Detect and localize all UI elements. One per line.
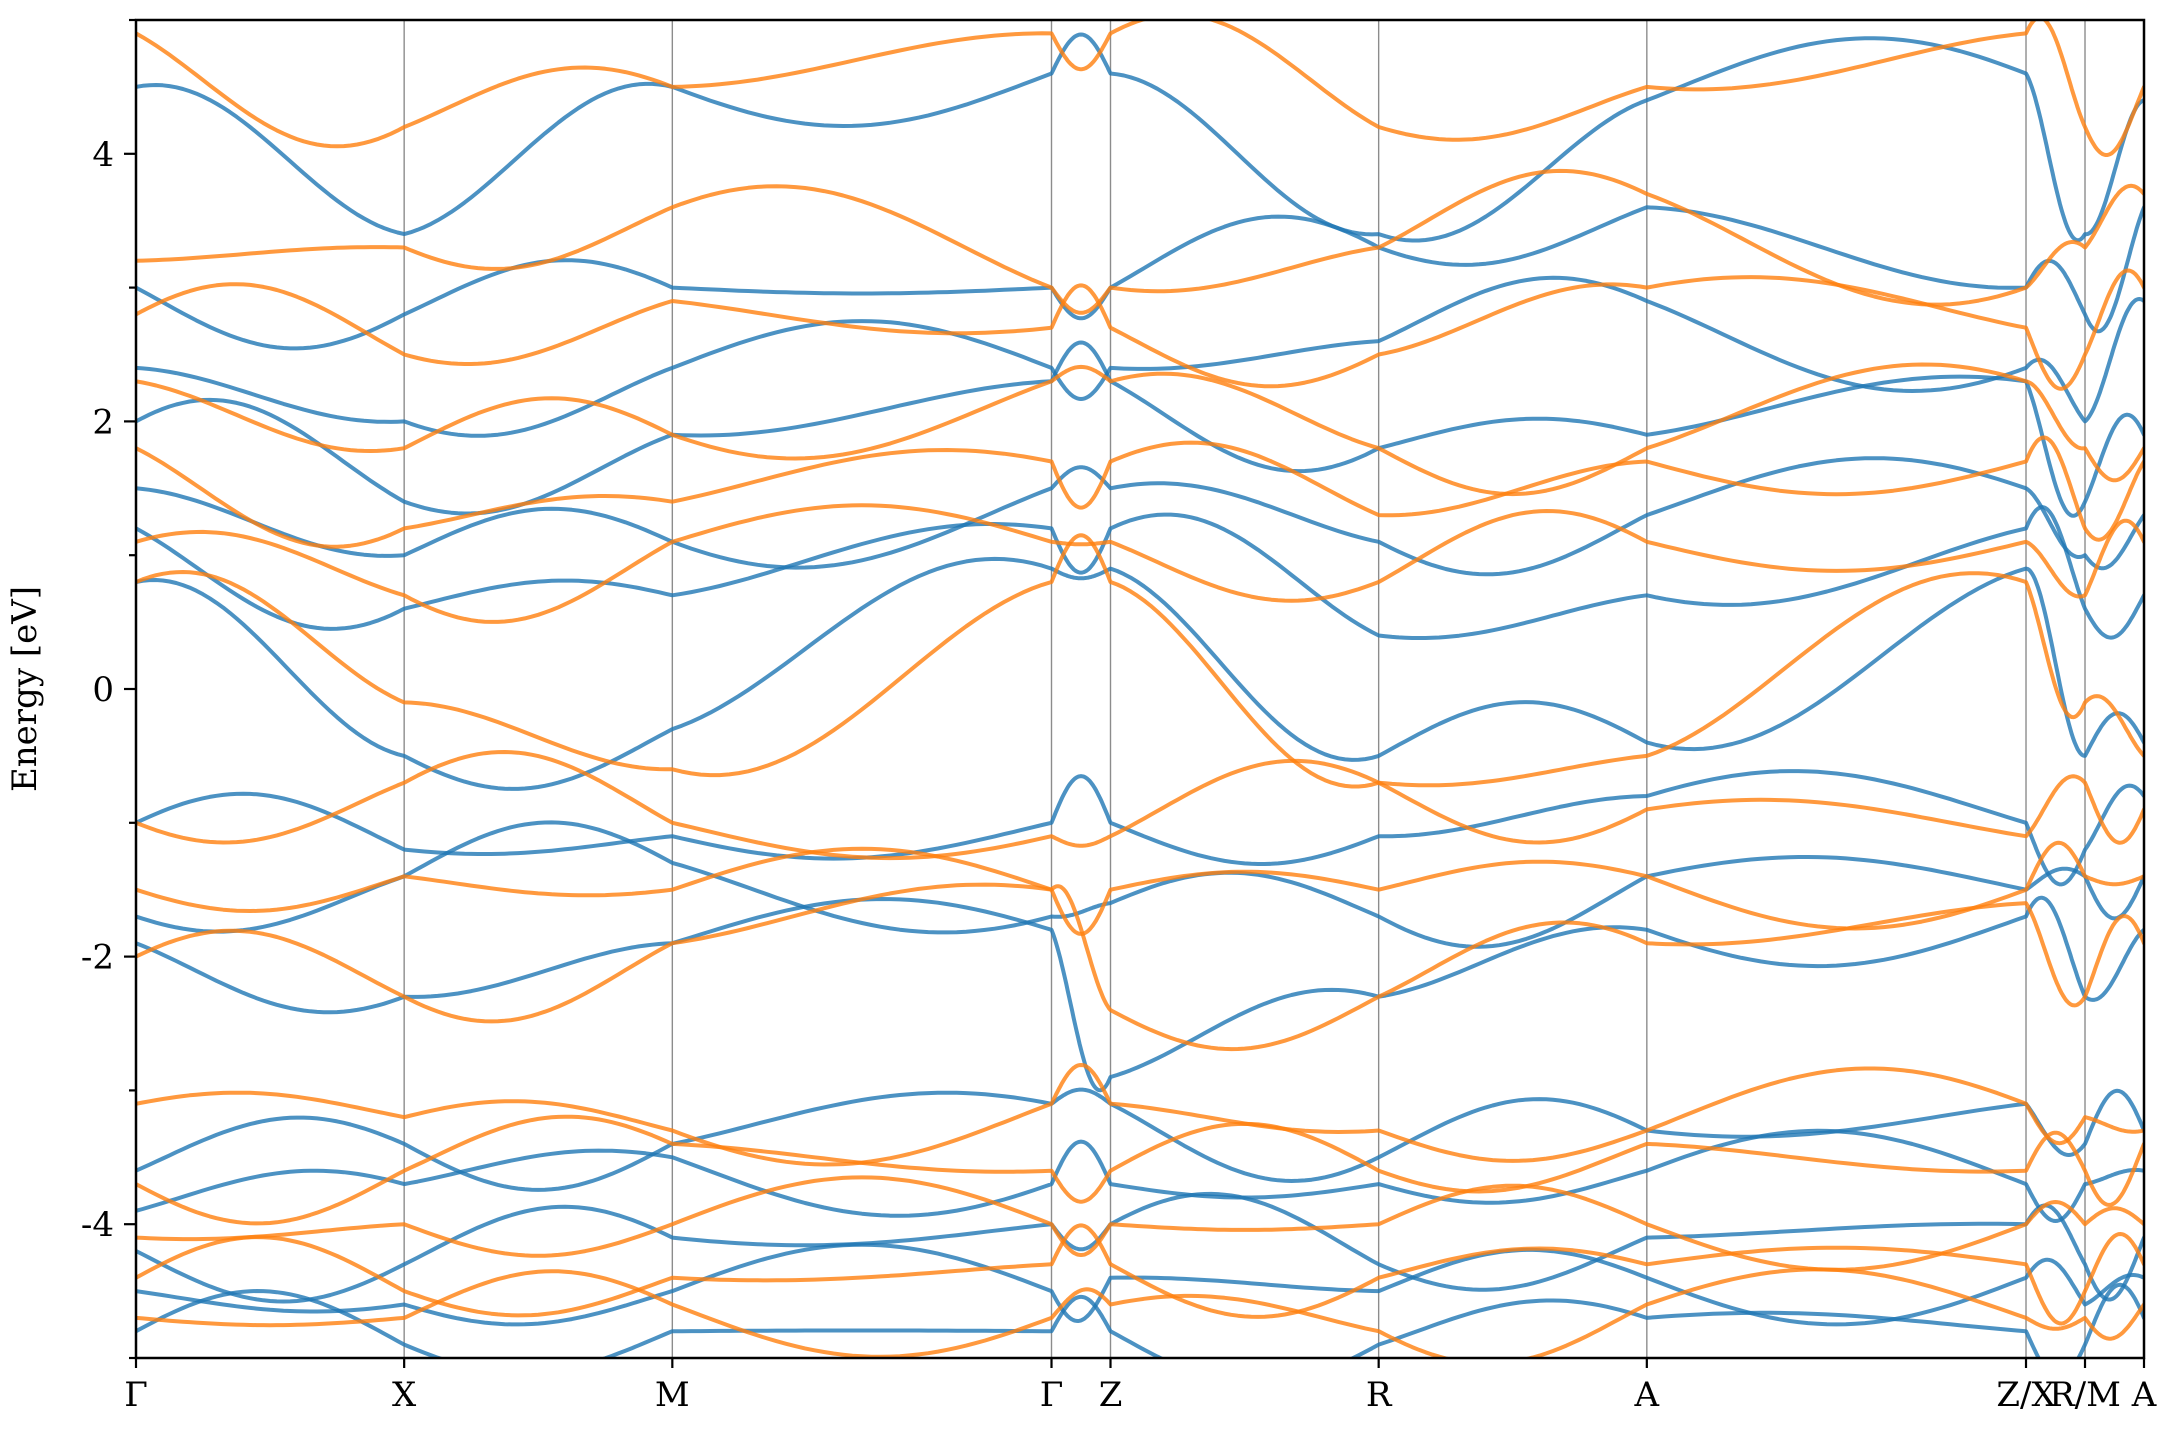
x-axis-ticks: Γ X M Γ Z R A Z/XR/M A	[124, 1358, 2157, 1415]
x-tick-label: X	[392, 1375, 417, 1415]
spin-up-band	[136, 456, 2144, 577]
spin-up-bands	[136, 32, 2144, 1358]
x-tick-label: M	[655, 1375, 690, 1415]
x-tick-label: Γ	[1040, 1375, 1064, 1415]
x-tick-label: Z	[1099, 1375, 1123, 1415]
spin-down-band	[136, 750, 2144, 861]
x-tick-label: A	[2131, 1375, 2157, 1415]
y-tick-label: 0	[92, 670, 114, 710]
x-tick-label: R/M	[2049, 1375, 2121, 1415]
spin-down-band	[136, 1223, 2144, 1326]
spin-down-band	[136, 1175, 2144, 1272]
y-tick-label: 2	[92, 402, 114, 442]
x-tick-label: A	[1634, 1375, 1660, 1415]
spin-up-band	[136, 505, 2144, 640]
x-tick-label: R	[1366, 1375, 1393, 1415]
spin-up-band	[136, 1128, 2144, 1223]
spin-up-band	[136, 205, 2144, 351]
y-tick-label: -4	[81, 1205, 114, 1245]
spin-up-band	[136, 1242, 2144, 1327]
spin-down-band	[136, 20, 2144, 157]
kpoint-divider-lines	[403, 20, 2086, 1358]
spin-down-band	[136, 362, 2144, 497]
spin-up-band	[136, 340, 2144, 518]
spin-down-bands	[136, 20, 2144, 1358]
spin-down-band	[136, 503, 2144, 624]
spin-up-band	[136, 32, 2144, 243]
spin-up-band	[136, 1087, 2144, 1192]
spin-up-band	[136, 275, 2144, 438]
spin-down-band	[136, 435, 2144, 549]
spin-up-band	[136, 769, 2144, 887]
y-axis-label: Energy [eV]	[5, 586, 45, 792]
y-tick-label: 4	[92, 135, 114, 175]
x-tick-label: Z/X	[1996, 1375, 2056, 1415]
spin-down-band	[136, 533, 2144, 789]
spin-down-band	[136, 1063, 2144, 1167]
spin-down-band	[136, 1267, 2144, 1358]
spin-up-band	[136, 895, 2144, 1093]
y-axis-ticks: -4 -2 0 2 4	[81, 18, 136, 1360]
spin-down-band	[136, 840, 2144, 936]
spin-down-band	[136, 882, 2144, 1052]
spin-up-band	[136, 556, 2144, 791]
spin-down-band	[136, 268, 2144, 391]
x-tick-label: Γ	[124, 1375, 148, 1415]
y-tick-label: -2	[81, 938, 114, 978]
spin-down-band	[136, 168, 2144, 315]
